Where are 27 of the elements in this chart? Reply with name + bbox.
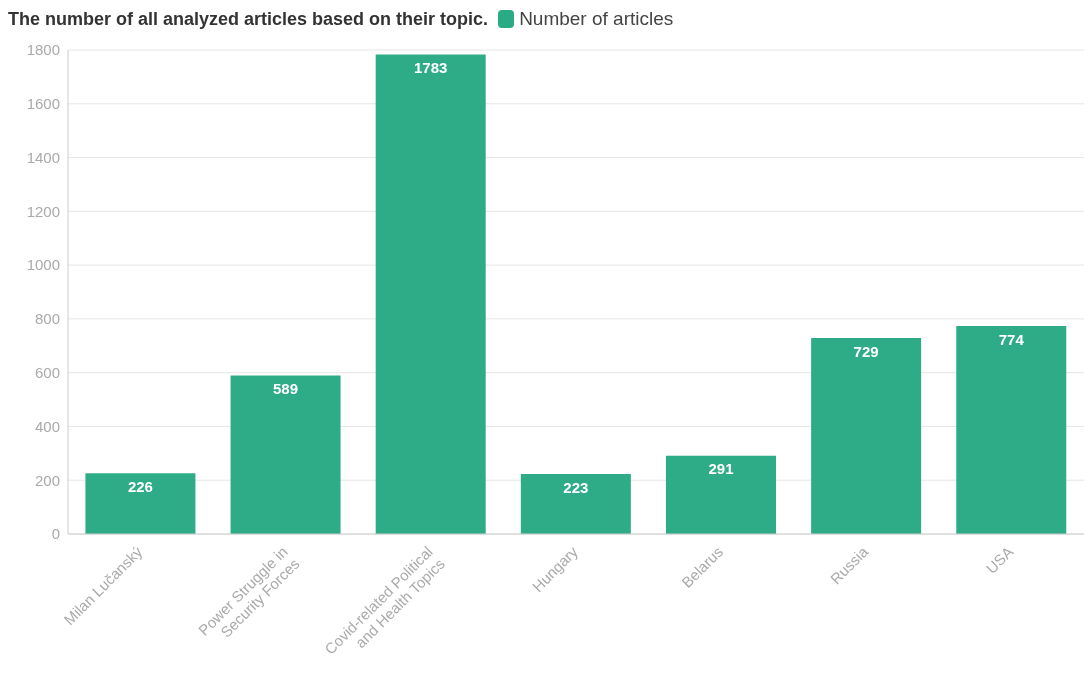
bar [375,54,486,534]
bar [230,375,341,534]
y-tick-label: 800 [34,310,60,328]
data-label: 291 [708,460,734,478]
chart-title: The number of all analyzed articles based on their topic. [8,8,489,30]
data-label: 774 [998,330,1025,348]
y-tick-label: 1400 [26,148,60,166]
data-label: 1783 [414,59,448,77]
y-tick-label: 1200 [26,202,60,220]
y-tick-label: 1000 [26,256,60,274]
bar [520,474,631,534]
bar [85,473,196,534]
y-tick-label: 400 [34,417,60,435]
y-tick-label: 1600 [26,95,60,113]
data-label: 223 [563,478,589,496]
bar [811,337,922,534]
x-tick-label: USA [982,542,1017,577]
y-tick-label: 0 [51,525,60,543]
y-tick-label: 600 [34,363,60,381]
data-label: 729 [853,342,879,360]
bar [956,325,1067,534]
y-tick-label: 1800 [26,41,60,59]
data-label: 589 [273,380,299,398]
legend-label: Number of articles [519,8,674,30]
bar [665,455,776,534]
data-label: 226 [127,477,153,495]
y-tick-label: 200 [34,471,60,489]
